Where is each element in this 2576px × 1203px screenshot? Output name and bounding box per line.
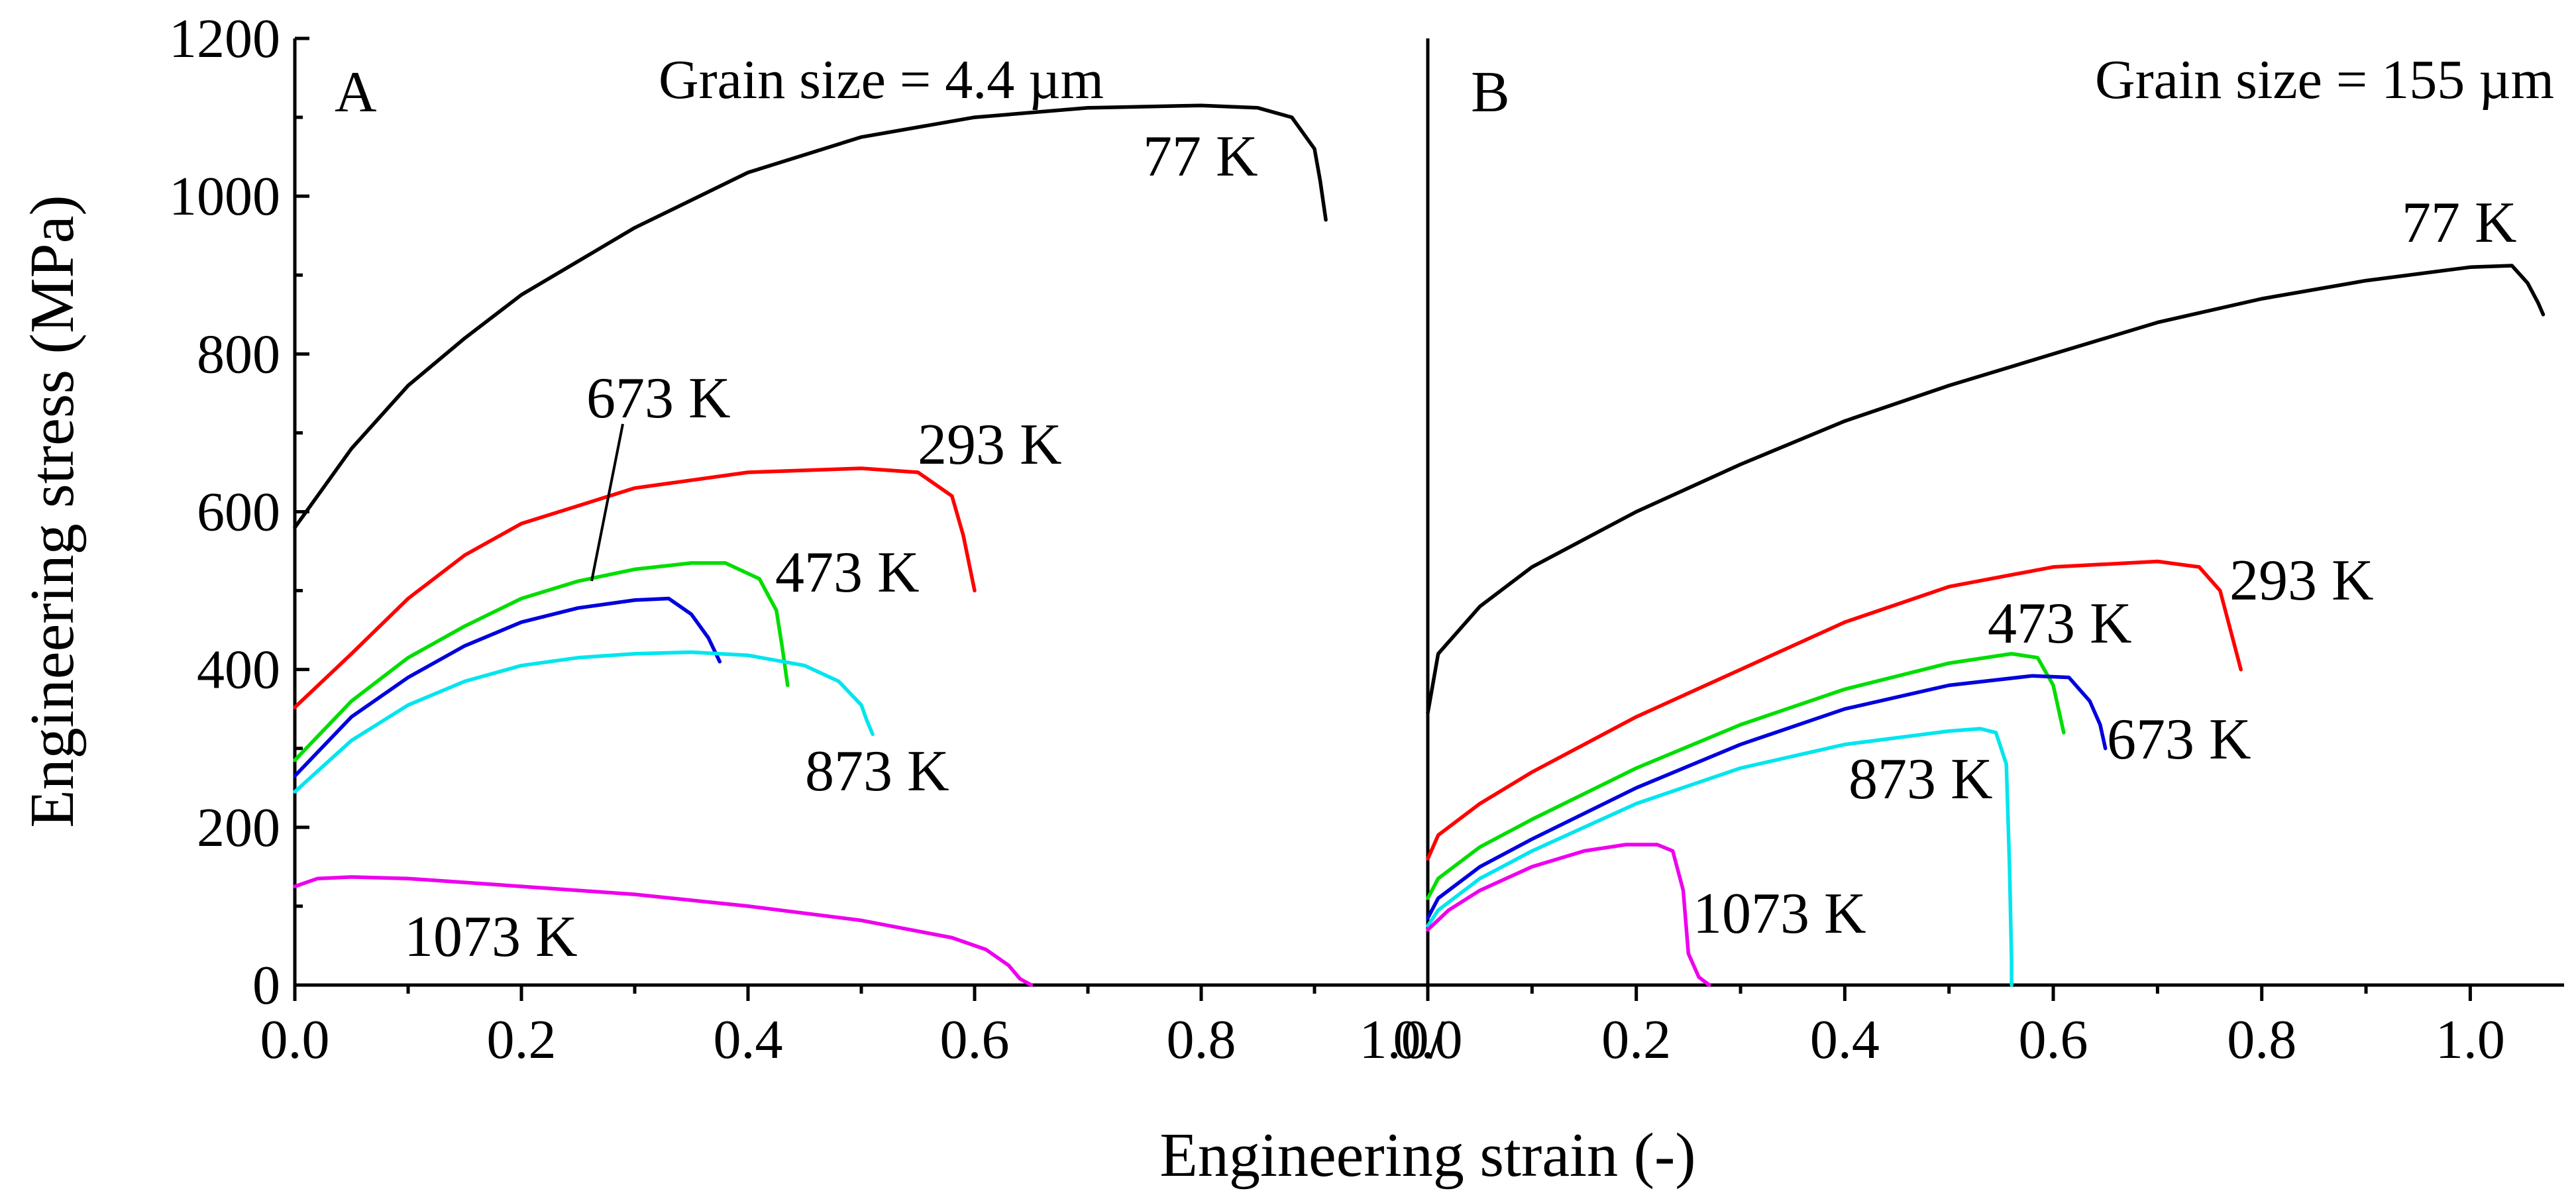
curve-label: 293 K [2229,549,2374,613]
x-tick-label: 1.0 [2436,1009,2505,1071]
curve-label: 873 K [1849,747,1993,811]
panel-b: 0.0 0.2 0.4 0.6 0.8 1.0 B Grain size = 155 µm 77… [1393,38,2564,1071]
x-tick-label: 0.6 [940,1009,1010,1071]
curve-label: 873 K [805,739,949,804]
x-tick-label: 1.0/ [1360,1009,1445,1071]
series-line-b-77k [1426,264,2546,715]
series-line-a-473k [293,561,790,762]
curve-label: 77 K [2402,191,2517,255]
x-tick-label: 0.8 [2227,1009,2296,1071]
x-tick-label: 0.0 [1393,1009,1463,1071]
y-tick-label: 400 [197,639,280,701]
y-tick-label: 1200 [169,8,280,70]
x-tick-label: 0.4 [714,1009,783,1071]
series-line-a-673k [293,596,722,778]
panel-a: 0 200 400 600 800 1000 1200 0.0 0.2 0.4 0.6 0.8 1.0/… [169,8,1445,1071]
y-tick-label: 800 [197,323,280,385]
plot-root: 0 200 400 600 800 1000 1200 0.0 0.2 0.4 0.6 0.8 1.0/… [18,8,2564,1190]
x-axis-title: Engineering strain (-) [1159,1121,1695,1190]
y-tick-label: 0 [252,955,280,1016]
curve-label: 473 K [1988,592,2132,656]
panel-letter: B [1471,60,1510,125]
panel-subtitle: Grain size = 4.4 µm [659,49,1104,111]
y-tick-label: 200 [197,797,280,859]
series-line-b-1073k [1426,843,1711,987]
x-tick-label: 0.2 [487,1009,557,1071]
series-line-a-1073k [293,875,1034,987]
y-axis-title: Engineering stress (MPa) [18,195,87,827]
series-line-b-673k [1426,674,2108,920]
x-tick-label: 0.4 [1810,1009,1880,1071]
x-tick-label: 0.8 [1167,1009,1236,1071]
panel-letter: A [335,60,377,125]
curve-label: 1073 K [404,905,578,969]
series-line-a-77k [293,103,1328,530]
series-line-b-293k [1426,559,2243,861]
x-tick-label: 0.6 [2019,1009,2088,1071]
series-line-a-873k [293,650,875,794]
curve-label: 673 K [586,366,731,431]
curve-label: 473 K [775,541,920,605]
series-line-a-293k [293,466,977,709]
series-line-b-473k [1426,652,2066,900]
panel-subtitle: Grain size = 155 µm [2095,49,2554,111]
x-tick-label: 0.2 [1601,1009,1671,1071]
series-line-b-873k [1426,727,2013,987]
curve-label: 293 K [918,413,1062,477]
x-tick-label: 0.0 [260,1009,330,1071]
curve-label: 77 K [1143,125,1258,189]
y-tick-label: 1000 [169,166,280,227]
y-tick-label: 600 [197,482,280,543]
curve-label: 673 K [2107,707,2251,772]
leader-line-673k [590,423,624,582]
curve-label: 1073 K [1693,882,1866,946]
